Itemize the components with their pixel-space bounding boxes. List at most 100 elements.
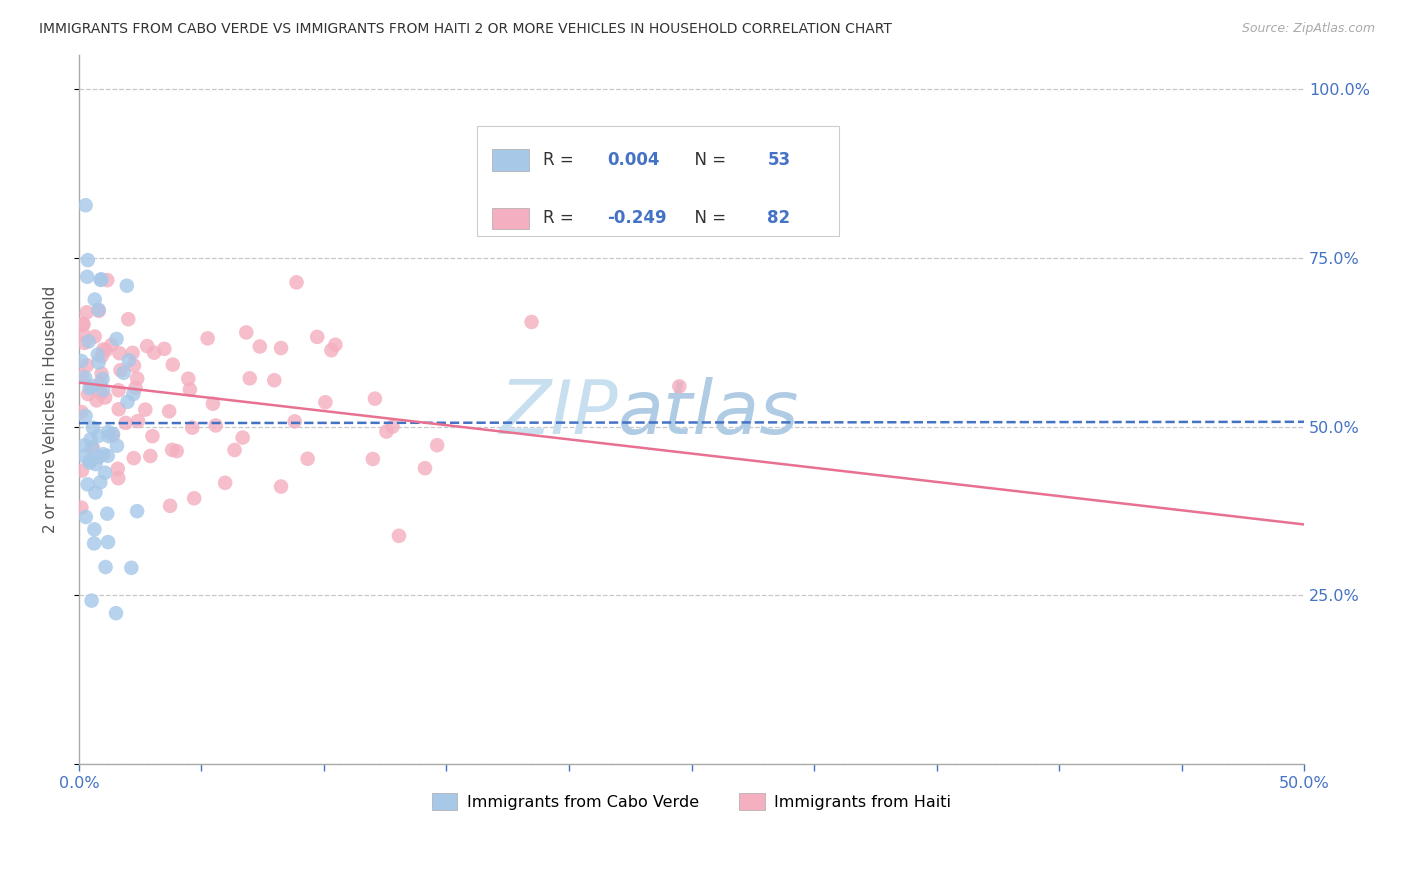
Point [118,353,141,368]
Point [134,402,156,417]
Point [263,373,285,387]
Point [107,383,129,397]
Point [75,510,97,524]
Point [97,535,120,549]
Point [520,315,543,329]
Point [79,456,101,470]
Point [114,416,136,430]
Point [143,345,166,359]
Point [101,426,124,441]
Point [183,491,205,506]
Point [70,368,93,383]
Point [77,334,100,349]
Point [388,529,411,543]
Point [72,326,94,341]
Point [70,405,93,419]
Point [79,381,101,395]
Point [80,379,103,393]
Point [139,449,162,463]
Point [127,414,149,428]
Point [72,318,94,332]
Point [120,561,142,575]
Text: 82: 82 [768,210,790,227]
Point [94,391,117,405]
Point [77,387,100,401]
Point [90,272,112,286]
Text: 53: 53 [768,151,790,169]
Point [84,457,107,471]
Point [201,397,224,411]
Point [285,276,308,290]
Point [108,346,131,360]
Point [157,404,180,418]
Point [87,450,110,464]
Point [76,477,98,491]
Point [112,366,135,380]
Point [94,466,117,480]
Point [101,428,124,442]
Point [90,349,112,363]
Point [136,339,159,353]
Point [83,329,105,343]
Point [153,342,176,356]
Point [93,343,115,357]
Point [94,343,117,358]
Point [89,376,111,390]
Text: ZIP: ZIP [499,377,619,450]
Point [105,606,128,620]
Point [90,367,112,381]
Point [75,198,97,212]
Point [177,372,200,386]
Point [96,507,118,521]
Point [97,449,120,463]
Point [82,421,104,435]
Point [141,429,163,443]
Point [105,439,128,453]
Point [181,420,204,434]
Point [70,354,93,368]
Text: 0.004: 0.004 [607,151,659,169]
Text: -0.249: -0.249 [607,210,666,227]
Point [76,269,98,284]
Point [214,475,236,490]
Point [76,305,98,319]
FancyBboxPatch shape [477,126,838,236]
Point [76,253,98,268]
Point [87,302,110,317]
Point [87,355,110,369]
Point [90,273,112,287]
Point [105,332,128,346]
Point [235,326,257,340]
Point [284,414,307,428]
Point [204,418,226,433]
Point [159,499,181,513]
Point [107,471,129,485]
Point [321,343,343,358]
Point [668,379,690,393]
Text: R =: R = [543,210,579,227]
Point [84,485,107,500]
Point [73,370,96,384]
Point [117,312,139,326]
Point [117,394,139,409]
Text: N =: N = [685,210,731,227]
Point [179,383,201,397]
Point [124,381,146,395]
Text: R =: R = [543,151,579,169]
Point [72,317,94,331]
Point [80,593,103,607]
Text: Source: ZipAtlas.com: Source: ZipAtlas.com [1241,22,1375,36]
FancyBboxPatch shape [492,150,529,170]
Point [325,337,347,351]
Point [91,447,114,461]
Point [270,479,292,493]
Point [110,363,132,377]
Point [70,500,93,515]
Point [87,303,110,318]
Point [162,358,184,372]
Point [100,338,122,352]
Text: IMMIGRANTS FROM CABO VERDE VS IMMIGRANTS FROM HAITI 2 OR MORE VEHICLES IN HOUSEH: IMMIGRANTS FROM CABO VERDE VS IMMIGRANTS… [39,22,893,37]
Text: N =: N = [685,151,731,169]
Point [80,441,103,455]
Point [314,395,336,409]
